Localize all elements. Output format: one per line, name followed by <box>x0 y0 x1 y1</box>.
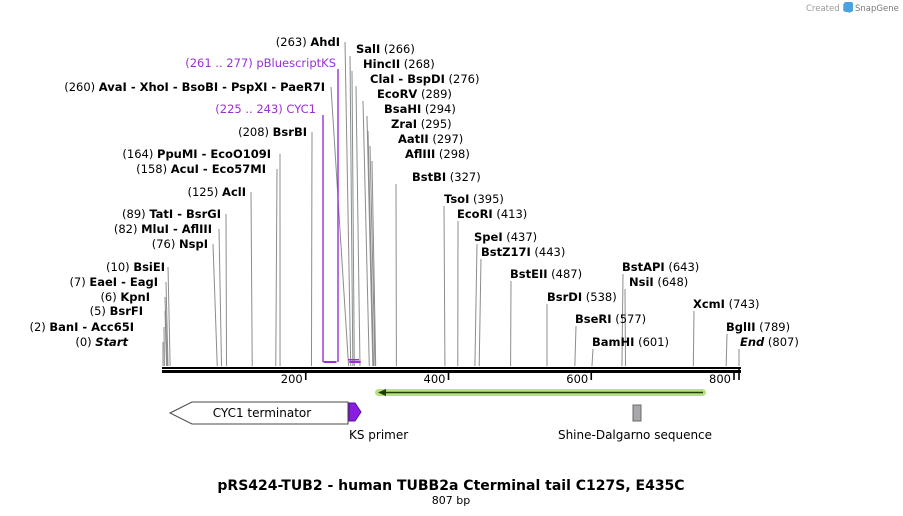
ruler-ticks: 200 400 600 800 <box>281 367 740 386</box>
snapgene-logo-icon <box>844 2 853 12</box>
sequence-ruler <box>162 367 741 373</box>
site-bsahi-294-line <box>366 115 374 367</box>
site-nspi-76-label[interactable]: (76) NspI <box>152 237 208 251</box>
site-acli-125-label[interactable]: (125) AclI <box>187 185 246 199</box>
site-acui-eco57mi-158-line <box>275 168 278 367</box>
site-spei-437-label[interactable]: SpeI (437) <box>474 230 537 244</box>
site-zrai-295-line <box>367 130 375 367</box>
site-tsoi-395-label[interactable]: TsoI (395) <box>444 192 504 206</box>
site-bseri-577-label[interactable]: BseRI (577) <box>575 312 646 326</box>
site-ppumi-ecoo109i-164-label[interactable]: (164) PpuMI - EcoO109I <box>122 147 271 161</box>
site-bstz17i-443-line <box>478 258 482 367</box>
site-clai-bspdi-276-label[interactable]: ClaI - BspDI (276) <box>370 72 479 86</box>
site-nspi-76-line <box>212 243 218 367</box>
tick-label-600: 600 <box>566 372 588 386</box>
site-acui-eco57mi-158-label[interactable]: (158) AcuI - Eco57MI <box>136 162 266 176</box>
map-length: 807 bp <box>432 494 470 507</box>
site-tati-bsrgi-89-line <box>225 213 228 367</box>
feature-cyc1-terminator-label: CYC1 terminator <box>213 406 312 420</box>
site-eaei-eagi-7-label[interactable]: (7) EaeI - EagI <box>69 275 158 289</box>
site-tsoi-395-line <box>443 205 446 367</box>
site-bsrdi-538-label[interactable]: BsrDI (538) <box>547 290 617 304</box>
site-bseri-577-line <box>574 325 577 367</box>
site-spei-437-line <box>474 243 478 367</box>
site-bsrfi-5-line <box>164 310 168 367</box>
site-nsii-648-line <box>624 288 627 367</box>
site-sali-266-line <box>349 55 354 367</box>
site-labels: (0) Start(2) BanI - Acc65I (5) BsrFI(6) K… <box>29 35 798 349</box>
feature-shine-dalgarno-sequence-label: Shine-Dalgarno sequence <box>558 428 712 442</box>
site-ecorv-289-label[interactable]: EcoRV (289) <box>377 87 452 101</box>
site-bsrbi-208-line <box>310 131 313 367</box>
feature-pbluescriptks-label[interactable]: (261 .. 277) pBluescriptKS <box>185 56 336 70</box>
site-bani-acc65i-2-label[interactable]: (2) BanI - Acc65I <box>29 320 134 334</box>
site-start-0-label[interactable]: (0) Start <box>75 335 128 349</box>
site-ahdi-263-line <box>344 41 352 367</box>
site-avai-xhoi-bsobi-pspxi-paer7i-260-line <box>330 86 350 367</box>
site-bsahi-294-label[interactable]: BsaHI (294) <box>384 102 456 116</box>
feature-track: CYC1 terminator KS primer Shine-Dalgarno s… <box>168 389 712 442</box>
site-bglii-789-label[interactable]: BglII (789) <box>726 320 790 334</box>
tick-label-400: 400 <box>424 372 446 386</box>
site-end-807-label[interactable]: End (807) <box>740 335 799 349</box>
site-clai-bspdi-276-line <box>355 85 361 367</box>
site-acli-125-line <box>250 191 253 367</box>
site-bstbi-327-label[interactable]: BstBI (327) <box>412 170 481 184</box>
site-hincii-268-label[interactable]: HincII (268) <box>363 57 435 71</box>
orf-arrow-head <box>378 389 386 396</box>
site-bsiei-10-label[interactable]: (10) BsiEI <box>106 260 165 274</box>
feature-cluster-tick <box>348 359 359 361</box>
site-kpni-6-label[interactable]: (6) KpnI <box>100 290 150 304</box>
site-avai-xhoi-bsobi-pspxi-paer7i-260-label[interactable]: (260) AvaI - XhoI - BsoBI - PspXI - PaeR… <box>64 80 325 94</box>
site-bsrfi-5-label[interactable]: (5) BsrFI <box>90 304 143 318</box>
site-aatii-297-line <box>369 145 376 367</box>
site-bsiei-10-line <box>167 266 171 367</box>
site-bstz17i-443-label[interactable]: BstZ17I (443) <box>481 245 565 259</box>
site-nsii-648-label[interactable]: NsiI (648) <box>629 275 688 289</box>
feature-ks-primer-label: KS primer <box>349 428 408 442</box>
site-sali-266-label[interactable]: SalI (266) <box>356 42 415 56</box>
site-xcmi-743-line <box>692 310 695 367</box>
site-ecorv-289-line <box>362 100 370 367</box>
site-xcmi-743-label[interactable]: XcmI (743) <box>693 297 760 311</box>
feature-cyc1-terminator-arrow[interactable] <box>168 401 349 425</box>
site-bamhi-601-label[interactable]: BamHI (601) <box>592 335 669 349</box>
site-lines <box>162 41 740 367</box>
feature-ks-primer-arrow[interactable] <box>348 402 362 422</box>
site-zrai-295-label[interactable]: ZraI (295) <box>391 117 452 131</box>
site-mlui-afliii-82-line <box>218 228 223 367</box>
site-bglii-789-line <box>725 333 728 367</box>
site-afliii-298-line <box>371 160 377 367</box>
feature-shine-dalgarno-sequence-box[interactable] <box>632 404 642 422</box>
tick-label-200: 200 <box>281 372 303 386</box>
site-hincii-268-line <box>351 70 355 367</box>
map-title: pRS424-TUB2 - human TUBB2a Cterminal tai… <box>217 478 684 494</box>
site-aatii-297-label[interactable]: AatII (297) <box>398 132 463 146</box>
site-kpni-6-line <box>164 296 168 367</box>
created-by-text: Created by <box>806 4 853 14</box>
snapgene-brand-text: SnapGene <box>855 4 899 14</box>
site-eaei-eagi-7-line <box>165 281 169 367</box>
site-tati-bsrgi-89-label[interactable]: (89) TatI - BsrGI <box>122 207 221 221</box>
site-afliii-298-label[interactable]: AflIII (298) <box>405 147 470 161</box>
site-mlui-afliii-82-label[interactable]: (82) MluI - AflIII <box>114 222 212 236</box>
site-bamhi-601-line <box>591 348 594 367</box>
tick-label-800: 800 <box>709 372 731 386</box>
feature-cyc1-label[interactable]: (225 .. 243) CYC1 <box>215 102 316 116</box>
site-bsrbi-208-label[interactable]: (208) BsrBI <box>238 125 307 139</box>
site-ecori-413-label[interactable]: EcoRI (413) <box>457 207 527 221</box>
site-bsteii-487-label[interactable]: BstEII (487) <box>510 267 582 281</box>
site-ahdi-263-label[interactable]: (263) AhdI <box>276 35 340 49</box>
top-features: (261 .. 277) pBluescriptKS (225 .. 243) C… <box>185 56 361 363</box>
site-bstapi-643-label[interactable]: BstAPI (643) <box>622 260 699 274</box>
site-bstapi-643-line <box>621 273 624 367</box>
